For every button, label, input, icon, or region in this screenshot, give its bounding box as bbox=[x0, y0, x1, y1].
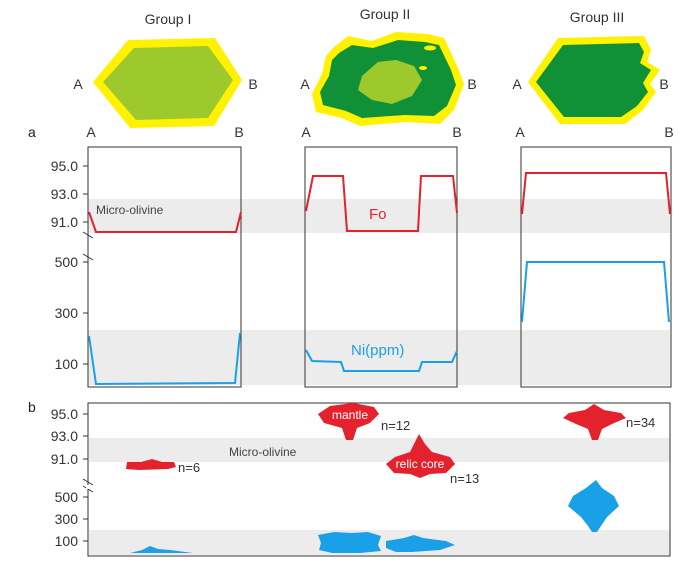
mantle-label: mantle bbox=[332, 408, 368, 422]
grain-1-core bbox=[103, 46, 233, 120]
violin-fo-mantle bbox=[318, 403, 379, 440]
fo-profile-group-2 bbox=[305, 175, 458, 232]
grain-group-2 bbox=[312, 32, 464, 126]
ni-profile-group-1 bbox=[88, 332, 241, 386]
panel-a-micro-olivine-label: Micro-olivine bbox=[96, 203, 164, 217]
grain-group-1 bbox=[93, 38, 242, 128]
panel-a-ni-band bbox=[88, 330, 670, 385]
group-3-title: Group III bbox=[570, 9, 624, 25]
panel-b-axis-break-1 bbox=[82, 478, 94, 486]
fo-profile-group-3 bbox=[521, 172, 671, 215]
panel-b-fo-tick-label-1: 95.0 bbox=[51, 406, 78, 422]
violin-fo-group-1 bbox=[126, 459, 176, 470]
fo-label: Fo bbox=[369, 206, 387, 223]
profile-box-group-2 bbox=[304, 146, 458, 388]
panel-a-label: a bbox=[28, 124, 36, 140]
panel-b-axis-gap bbox=[86, 485, 90, 489]
count-relic-core: n=13 bbox=[450, 471, 479, 486]
profile-box-group-1 bbox=[87, 146, 242, 388]
ni-label: Ni(ppm) bbox=[351, 342, 404, 359]
count-group-1: n=6 bbox=[178, 460, 200, 475]
panel-b-fo-tick-label-3: 91.0 bbox=[51, 451, 78, 467]
grain-2-end-a: A bbox=[300, 76, 310, 92]
relic-core-label: relic core bbox=[396, 457, 445, 471]
panel-a-fo-tick-label-2: 93.0 bbox=[51, 186, 78, 202]
panel-b-ni-tick-label-1: 500 bbox=[55, 489, 79, 505]
grain-2-relic-core bbox=[358, 60, 422, 104]
panel-b-label: b bbox=[28, 399, 36, 415]
panel-a-g1-end-a: A bbox=[86, 124, 96, 140]
violin-fo-group-3 bbox=[563, 404, 626, 440]
panel-a-g2-end-b: B bbox=[452, 124, 461, 140]
panel-a-ni-tick-label-1: 500 bbox=[55, 254, 79, 270]
grain-2-inclusion-2 bbox=[419, 66, 427, 70]
grain-group-3 bbox=[528, 36, 660, 124]
panel-a-fo-tick-label-3: 91.0 bbox=[51, 214, 78, 230]
panel-a-micro-olivine-band bbox=[88, 199, 670, 233]
panel-a-g3-end-b: B bbox=[664, 124, 673, 140]
violin-ni-group-3 bbox=[568, 480, 619, 532]
panel-b-micro-olivine-label: Micro-olivine bbox=[229, 445, 297, 459]
grain-1-end-a: A bbox=[73, 76, 83, 92]
count-group-3: n=34 bbox=[626, 415, 655, 430]
panel-a-g1-end-b: B bbox=[234, 124, 243, 140]
violin-fo-relic-core bbox=[386, 434, 455, 478]
grain-3-body bbox=[536, 43, 651, 117]
panel-a-ni-tick-label-3: 100 bbox=[55, 356, 79, 372]
panel-b-frame bbox=[87, 402, 671, 557]
grain-3-end-a: A bbox=[512, 76, 522, 92]
panel-b-ni-tick-label-2: 300 bbox=[55, 511, 79, 527]
ni-profile-group-2 bbox=[305, 349, 458, 372]
group-1-title: Group I bbox=[145, 11, 192, 27]
grain-3-end-b: B bbox=[659, 76, 668, 92]
group-2-title: Group II bbox=[360, 6, 411, 22]
count-mantle: n=12 bbox=[381, 418, 410, 433]
violin-ni-mantle bbox=[318, 532, 381, 553]
panel-b-fo-tick-label-2: 93.0 bbox=[51, 428, 78, 444]
violin-ni-group-1 bbox=[130, 546, 193, 553]
grain-2-inclusion-1 bbox=[424, 45, 436, 51]
panel-a-g2-end-a: A bbox=[301, 124, 311, 140]
panel-a-g3-end-a: A bbox=[515, 124, 525, 140]
fo-profile-group-1 bbox=[88, 211, 242, 233]
profile-box-group-3 bbox=[520, 146, 672, 388]
ni-profile-group-3 bbox=[521, 261, 670, 323]
panel-b-micro-olivine-band bbox=[89, 438, 670, 462]
violin-ni-relic-core bbox=[386, 535, 455, 552]
grain-1-end-b: B bbox=[248, 76, 257, 92]
panel-b-ni-tick-label-3: 100 bbox=[55, 533, 79, 549]
panel-a-ni-tick-label-2: 300 bbox=[55, 305, 79, 321]
grain-2-end-b: B bbox=[467, 76, 476, 92]
panel-a-fo-tick-label-1: 95.0 bbox=[51, 158, 78, 174]
